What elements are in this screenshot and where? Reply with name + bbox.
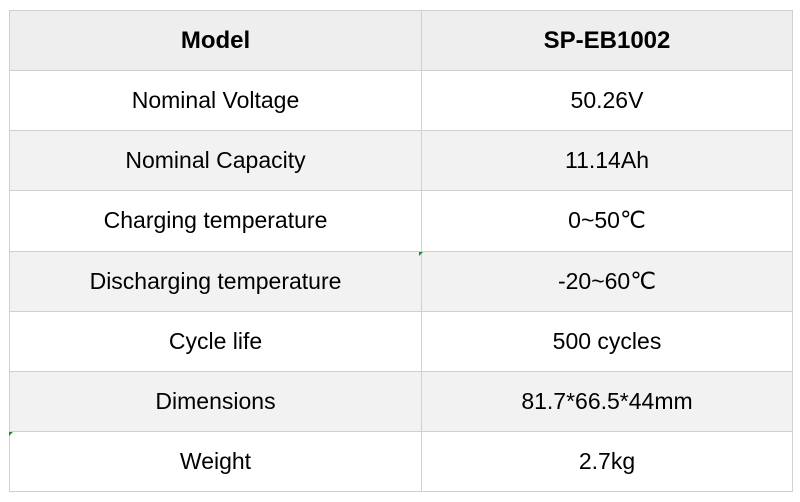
table-row: Charging temperature 0~50℃ [9,190,793,252]
value-cell: 2.7kg [421,430,793,493]
param-cell: Dimensions [9,370,422,432]
table-row: Nominal Voltage 50.26V [9,70,793,132]
table-row: Weight 2.7kg [9,430,793,493]
table-row: Dimensions 81.7*66.5*44mm [9,370,793,432]
param-cell: Cycle life [9,310,422,372]
param-cell: Nominal Voltage [9,70,422,132]
table-header-row: Model SP-EB1002 [9,9,793,72]
value-cell: 11.14Ah [421,130,793,192]
table-row: Discharging temperature -20~60℃ [9,250,793,312]
value-cell: 0~50℃ [421,190,793,252]
value-cell: 50.26V [421,70,793,132]
param-cell: Charging temperature [9,190,422,252]
value-cell: -20~60℃ [421,250,793,312]
table-row: Cycle life 500 cycles [9,310,793,372]
param-cell: Discharging temperature [9,250,422,312]
value-cell: 81.7*66.5*44mm [421,370,793,432]
value-cell: 500 cycles [421,310,793,372]
param-cell: Weight [9,430,422,493]
param-cell: Nominal Capacity [9,130,422,192]
header-param-cell: Model [9,9,422,72]
cell-comment-indicator [9,432,13,436]
cell-comment-indicator [419,252,423,256]
spec-table: Model SP-EB1002 Nominal Voltage 50.26V N… [9,9,793,493]
table-row: Nominal Capacity 11.14Ah [9,130,793,192]
header-value-cell: SP-EB1002 [421,9,793,72]
